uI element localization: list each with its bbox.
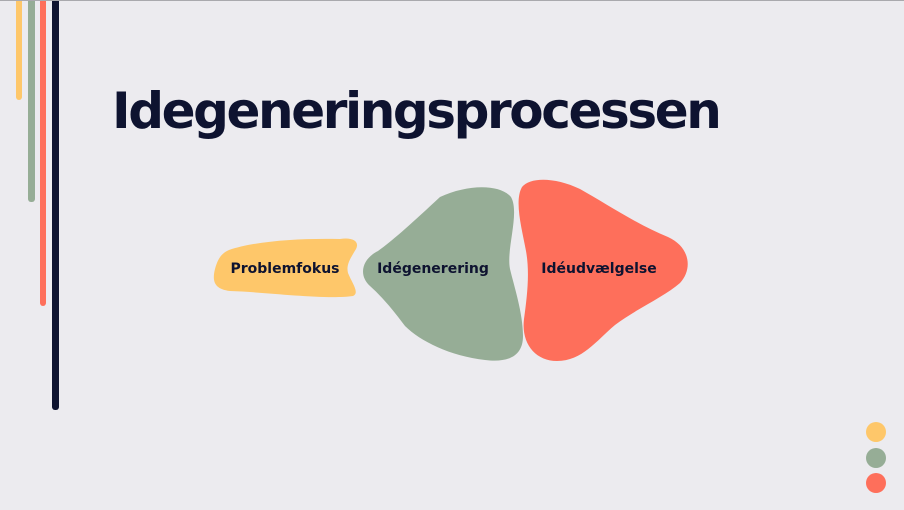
- decorative-stripe-red: [40, 1, 46, 306]
- stage-shape-ideudvaelgelse: [518, 179, 688, 361]
- stage-shape-problemfokus: [213, 238, 358, 298]
- stage-shape-idegenerering: [363, 187, 523, 361]
- decorative-dot-yellow: [866, 422, 886, 442]
- decorative-stripe-navy: [52, 1, 59, 410]
- decorative-dot-red: [866, 473, 886, 493]
- stage-label-idegenerering: Idégenerering: [377, 261, 489, 277]
- stage-label-problemfokus: Problemfokus: [230, 261, 340, 277]
- decorative-stripe-yellow: [16, 1, 22, 100]
- stage-label-ideudvaelgelse: Idéudvælgelse: [541, 261, 657, 277]
- decorative-stripe-green: [28, 1, 35, 202]
- decorative-dot-green: [866, 448, 886, 468]
- slide-title: Idegeneringsprocessen: [112, 82, 722, 140]
